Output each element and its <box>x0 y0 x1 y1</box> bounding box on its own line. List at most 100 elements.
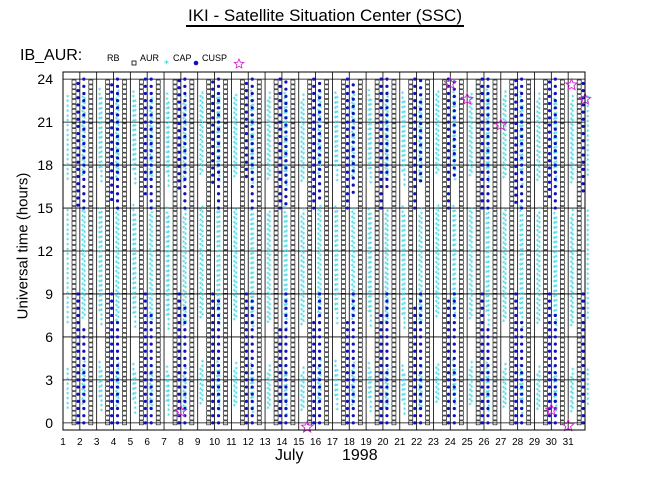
rb-point <box>206 245 212 250</box>
rb-point <box>189 391 195 396</box>
day-column-10: ****************************************… <box>216 77 237 426</box>
cap-point <box>183 156 187 160</box>
aur-point: * <box>403 281 407 289</box>
cap-point <box>76 174 80 179</box>
aur-point: * <box>335 406 339 414</box>
cap-point <box>278 170 282 174</box>
aur-point: * <box>115 374 119 382</box>
rb-point <box>122 84 127 90</box>
rb-point <box>341 410 346 416</box>
aur-point: * <box>335 267 339 275</box>
aur-point: * <box>66 171 70 179</box>
aur-point: * <box>334 277 338 285</box>
rb-point <box>155 342 161 348</box>
cap-point <box>351 392 355 396</box>
rb-point <box>122 259 127 265</box>
cap-point <box>82 356 86 360</box>
rb-point <box>189 289 195 294</box>
aur-point: * <box>369 318 373 326</box>
aur-point: * <box>182 302 186 310</box>
cap-point <box>278 184 282 189</box>
aur-point: * <box>435 375 439 383</box>
aur-point: * <box>266 147 270 155</box>
rb-point <box>71 196 77 202</box>
rb-point <box>122 250 127 255</box>
rb-point <box>122 318 127 323</box>
rb-point <box>458 284 464 289</box>
rb-point <box>139 396 144 401</box>
rb-point <box>88 172 94 177</box>
cap-point <box>312 177 316 181</box>
cap-point <box>115 177 120 181</box>
aur-point: * <box>319 104 323 112</box>
rb-point <box>324 108 329 114</box>
cap-point <box>177 356 181 360</box>
cap-point <box>216 77 221 81</box>
rb-point <box>122 240 127 245</box>
rb-point <box>458 303 464 309</box>
aur-point: * <box>386 281 390 289</box>
rb-point <box>374 211 380 216</box>
aur-point: * <box>300 164 304 172</box>
cap-point <box>110 421 114 425</box>
cap-point <box>183 127 187 131</box>
rb-point <box>425 191 430 197</box>
cap-point <box>284 335 288 339</box>
aur-point: * <box>335 143 339 151</box>
aur-point: * <box>403 391 407 399</box>
aur-point: * <box>98 359 102 367</box>
aur-point: * <box>453 315 457 323</box>
aur-point: * <box>386 143 390 151</box>
rb-point <box>408 196 414 202</box>
cap-point <box>312 142 316 146</box>
cap-point <box>446 363 451 368</box>
rb-point <box>122 104 127 109</box>
aur-point: * <box>302 126 306 134</box>
aur-point: * <box>268 238 272 246</box>
rb-point <box>273 235 279 241</box>
rb-point <box>88 332 94 338</box>
aur-point: * <box>133 176 137 184</box>
rb-point <box>341 211 346 216</box>
aur-point: * <box>115 259 119 267</box>
rb-point <box>122 186 127 192</box>
aur-point: * <box>403 401 407 409</box>
aur-point: * <box>335 172 339 180</box>
aur-point: * <box>369 255 373 263</box>
rb-point <box>240 186 245 192</box>
cap-point <box>82 142 86 146</box>
rb-point <box>256 362 262 367</box>
aur-point: * <box>218 214 222 222</box>
rb-point <box>189 352 195 357</box>
aur-point: * <box>133 222 137 230</box>
aur-point: * <box>451 257 455 265</box>
cap-point <box>446 113 451 117</box>
cap-point <box>379 321 383 325</box>
cap-point <box>452 349 456 353</box>
aur-point: * <box>317 231 321 239</box>
aur-point: * <box>335 153 339 161</box>
aur-point: * <box>115 121 119 129</box>
rb-point <box>189 264 195 270</box>
rb-point <box>341 84 346 90</box>
cap-point <box>284 421 288 425</box>
aur-point: * <box>283 243 287 251</box>
aur-point: * <box>199 142 203 150</box>
rb-point <box>256 415 262 421</box>
cap-point <box>211 292 215 296</box>
aur-point: * <box>83 214 87 222</box>
rb-point <box>139 264 144 270</box>
aur-point: * <box>283 209 287 217</box>
aur-point: * <box>167 253 171 261</box>
rb-point <box>290 357 296 362</box>
aur-point: * <box>98 393 102 401</box>
rb-point <box>256 104 262 109</box>
rb-point <box>458 357 464 362</box>
aur-point: * <box>268 363 272 371</box>
aur-point: * <box>81 109 85 117</box>
rb-point <box>189 284 195 289</box>
aur-point: * <box>401 373 405 381</box>
cap-point <box>419 299 423 303</box>
rb-point <box>206 191 212 197</box>
rb-point <box>442 386 447 392</box>
